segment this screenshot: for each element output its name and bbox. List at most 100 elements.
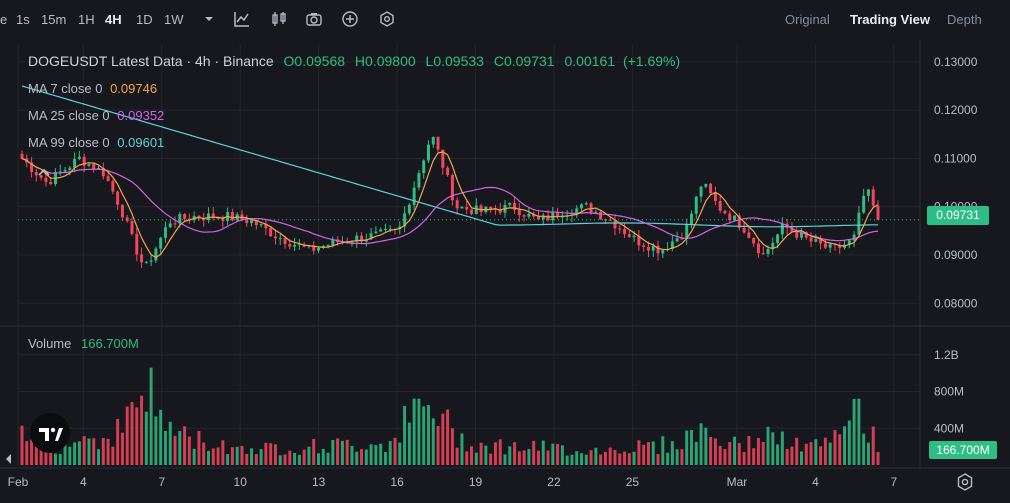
candle-body	[685, 224, 689, 239]
interval-1h[interactable]: 1H	[78, 12, 95, 27]
volume-bar	[556, 444, 560, 465]
candle-body	[34, 171, 38, 176]
volume-bar	[436, 426, 440, 465]
volume-bar	[379, 443, 383, 465]
volume-bar	[426, 405, 430, 465]
candle-type-icon[interactable]	[270, 10, 288, 28]
volume-bar	[383, 451, 387, 465]
add-icon[interactable]	[341, 10, 359, 28]
volume-bar	[111, 446, 115, 465]
price-tick-label: 0.13000	[934, 55, 978, 69]
candle-body	[259, 224, 263, 226]
volume-bar	[470, 446, 474, 465]
volume-bar	[30, 439, 34, 465]
chart-settings-icon[interactable]	[955, 472, 975, 492]
dropdown-icon[interactable]	[200, 10, 218, 28]
candle-body	[479, 205, 483, 212]
volume-bar	[517, 451, 521, 465]
volume-bar	[25, 441, 29, 465]
view-tab-original[interactable]: Original	[785, 12, 830, 27]
candle-body	[589, 203, 593, 213]
candle-body	[82, 156, 86, 166]
volume-bar	[250, 448, 254, 465]
candle-body	[847, 240, 851, 245]
view-tab-trading-view[interactable]: Trading View	[850, 12, 930, 27]
volume-bar	[350, 445, 354, 465]
indicator-icon[interactable]	[233, 10, 251, 28]
candle-body	[388, 228, 392, 230]
candle-body	[455, 200, 459, 209]
price-tick-label: 0.09000	[934, 248, 978, 262]
volume-bar	[173, 435, 177, 465]
volume-bar	[417, 398, 421, 465]
candle-body	[522, 215, 526, 217]
candle-body	[718, 201, 722, 211]
volume-bar	[479, 442, 483, 465]
interval-1w[interactable]: 1W	[164, 12, 184, 27]
candle-body	[823, 243, 827, 248]
candle-body	[747, 232, 751, 238]
volume-bar	[101, 438, 105, 465]
candle-body	[331, 239, 335, 246]
volume-bar	[336, 438, 340, 465]
candle-body	[819, 239, 823, 244]
volume-bar	[608, 447, 612, 465]
volume-bar	[599, 454, 603, 465]
collapse-legend-icon[interactable]	[36, 165, 52, 179]
settings-hex-icon[interactable]	[378, 10, 396, 28]
candle-body	[828, 244, 832, 248]
candle-body	[398, 226, 402, 229]
candle-body	[795, 231, 799, 238]
volume-bar	[388, 441, 392, 465]
volume-bar	[465, 451, 469, 465]
candle-body	[723, 210, 727, 214]
candle-body	[140, 254, 144, 263]
volume-bar	[183, 426, 187, 465]
candle-body	[297, 244, 301, 246]
volume-bar	[460, 433, 464, 465]
candle-body	[369, 233, 373, 240]
candle-body	[699, 186, 703, 197]
candle-body	[120, 204, 124, 218]
interval-1d[interactable]: 1D	[136, 12, 153, 27]
ma7-legend: MA 7 close 0 0.09746	[28, 81, 157, 96]
candle-body	[379, 229, 383, 232]
candle-body	[403, 213, 407, 227]
candle-body	[862, 195, 866, 213]
volume-bar	[857, 398, 861, 465]
interval-e[interactable]: e	[0, 12, 8, 27]
volume-bar	[87, 438, 91, 465]
volume-bar	[623, 451, 627, 465]
last-price-tag: 0.09731	[927, 206, 989, 225]
ma99-label: MA 99 close 0	[28, 135, 110, 150]
volume-tick-label: 400M	[934, 421, 964, 435]
tradingview-logo[interactable]	[30, 413, 70, 453]
candle-body	[183, 214, 187, 219]
volume-bar	[97, 449, 100, 465]
ohlc-close: 0.09731	[503, 53, 555, 69]
candle-body	[527, 213, 531, 217]
volume-bar	[823, 437, 827, 465]
camera-icon[interactable]	[305, 10, 323, 28]
view-tab-depth[interactable]: Depth	[947, 12, 982, 27]
candle-body	[230, 212, 234, 221]
scroll-left-icon[interactable]	[4, 452, 14, 466]
time-tick-label: 22	[547, 475, 561, 489]
candle-body	[814, 239, 818, 242]
volume-bar	[541, 440, 545, 465]
volume-bar	[618, 453, 622, 465]
interval-1s[interactable]: 1s	[16, 12, 30, 27]
volume-bar	[565, 455, 569, 465]
volume-bar	[140, 395, 144, 465]
volume-bar	[800, 451, 803, 465]
ma25-legend: MA 25 close 0 0.09352	[28, 108, 164, 123]
candle-body	[250, 220, 254, 224]
volume-bar	[297, 454, 301, 465]
interval-4h[interactable]: 4H	[105, 12, 122, 27]
volume-bar	[130, 402, 134, 465]
candle-body	[489, 206, 493, 210]
volume-bar	[627, 453, 631, 465]
interval-15m[interactable]: 15m	[41, 12, 67, 27]
ohlc-open: 0.09568	[294, 53, 346, 69]
